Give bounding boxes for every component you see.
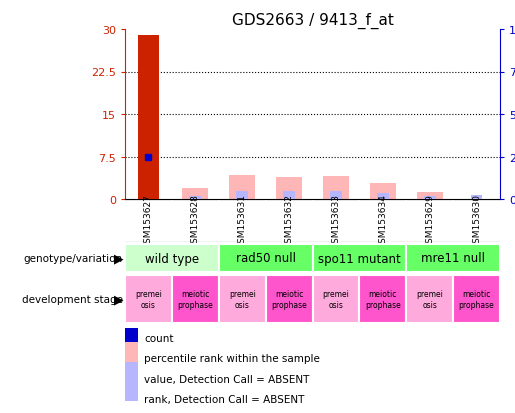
Bar <box>125 322 138 361</box>
Bar <box>125 244 219 273</box>
Bar <box>313 275 359 323</box>
Text: spo11 mutant: spo11 mutant <box>318 252 401 265</box>
Text: value, Detection Call = ABSENT: value, Detection Call = ABSENT <box>144 374 310 384</box>
Text: meiotic
prophase: meiotic prophase <box>459 290 494 309</box>
Bar <box>125 342 138 381</box>
Text: wild type: wild type <box>145 252 199 265</box>
Bar <box>471 196 483 199</box>
Bar <box>190 197 201 199</box>
Text: count: count <box>144 333 174 343</box>
Bar <box>138 36 159 199</box>
Bar <box>417 193 442 199</box>
Bar <box>219 244 313 273</box>
Bar <box>283 191 295 199</box>
Bar <box>359 275 406 323</box>
Bar <box>330 191 342 199</box>
Text: meiotic
prophase: meiotic prophase <box>365 290 401 309</box>
Text: ▶: ▶ <box>114 293 124 306</box>
Text: GSM153627: GSM153627 <box>144 194 153 248</box>
Text: development stage: development stage <box>22 294 123 304</box>
Bar <box>313 244 406 273</box>
Text: meiotic
prophase: meiotic prophase <box>271 290 307 309</box>
Title: GDS2663 / 9413_f_at: GDS2663 / 9413_f_at <box>232 12 393 28</box>
Bar <box>453 275 500 323</box>
Text: GSM153629: GSM153629 <box>425 194 434 248</box>
Text: GSM153630: GSM153630 <box>472 194 481 248</box>
Text: GSM153632: GSM153632 <box>285 194 294 248</box>
Text: percentile rank within the sample: percentile rank within the sample <box>144 354 320 363</box>
Bar <box>229 176 255 199</box>
Bar <box>323 177 349 199</box>
Text: rank, Detection Call = ABSENT: rank, Detection Call = ABSENT <box>144 394 304 404</box>
Text: ▶: ▶ <box>114 252 124 265</box>
Bar <box>406 275 453 323</box>
Text: rad50 null: rad50 null <box>236 252 296 265</box>
Text: meiotic
prophase: meiotic prophase <box>178 290 213 309</box>
Bar <box>377 194 389 199</box>
Text: GSM153634: GSM153634 <box>379 194 387 248</box>
Bar <box>266 275 313 323</box>
Bar <box>276 178 302 199</box>
Text: GSM153631: GSM153631 <box>238 194 247 248</box>
Text: GSM153633: GSM153633 <box>332 194 340 248</box>
Bar <box>125 362 138 401</box>
Bar <box>172 275 219 323</box>
Text: GSM153628: GSM153628 <box>191 194 200 248</box>
Bar <box>219 275 266 323</box>
Bar <box>424 197 436 199</box>
Bar <box>236 191 248 199</box>
Text: premei
osis: premei osis <box>322 290 349 309</box>
Bar <box>370 184 396 199</box>
Bar <box>125 302 138 341</box>
Text: genotype/variation: genotype/variation <box>24 254 123 263</box>
Text: premei
osis: premei osis <box>416 290 443 309</box>
Bar <box>125 275 172 323</box>
Bar <box>182 188 208 199</box>
Text: mre11 null: mre11 null <box>421 252 485 265</box>
Bar <box>406 244 500 273</box>
Text: premei
osis: premei osis <box>229 290 255 309</box>
Text: premei
osis: premei osis <box>135 290 162 309</box>
